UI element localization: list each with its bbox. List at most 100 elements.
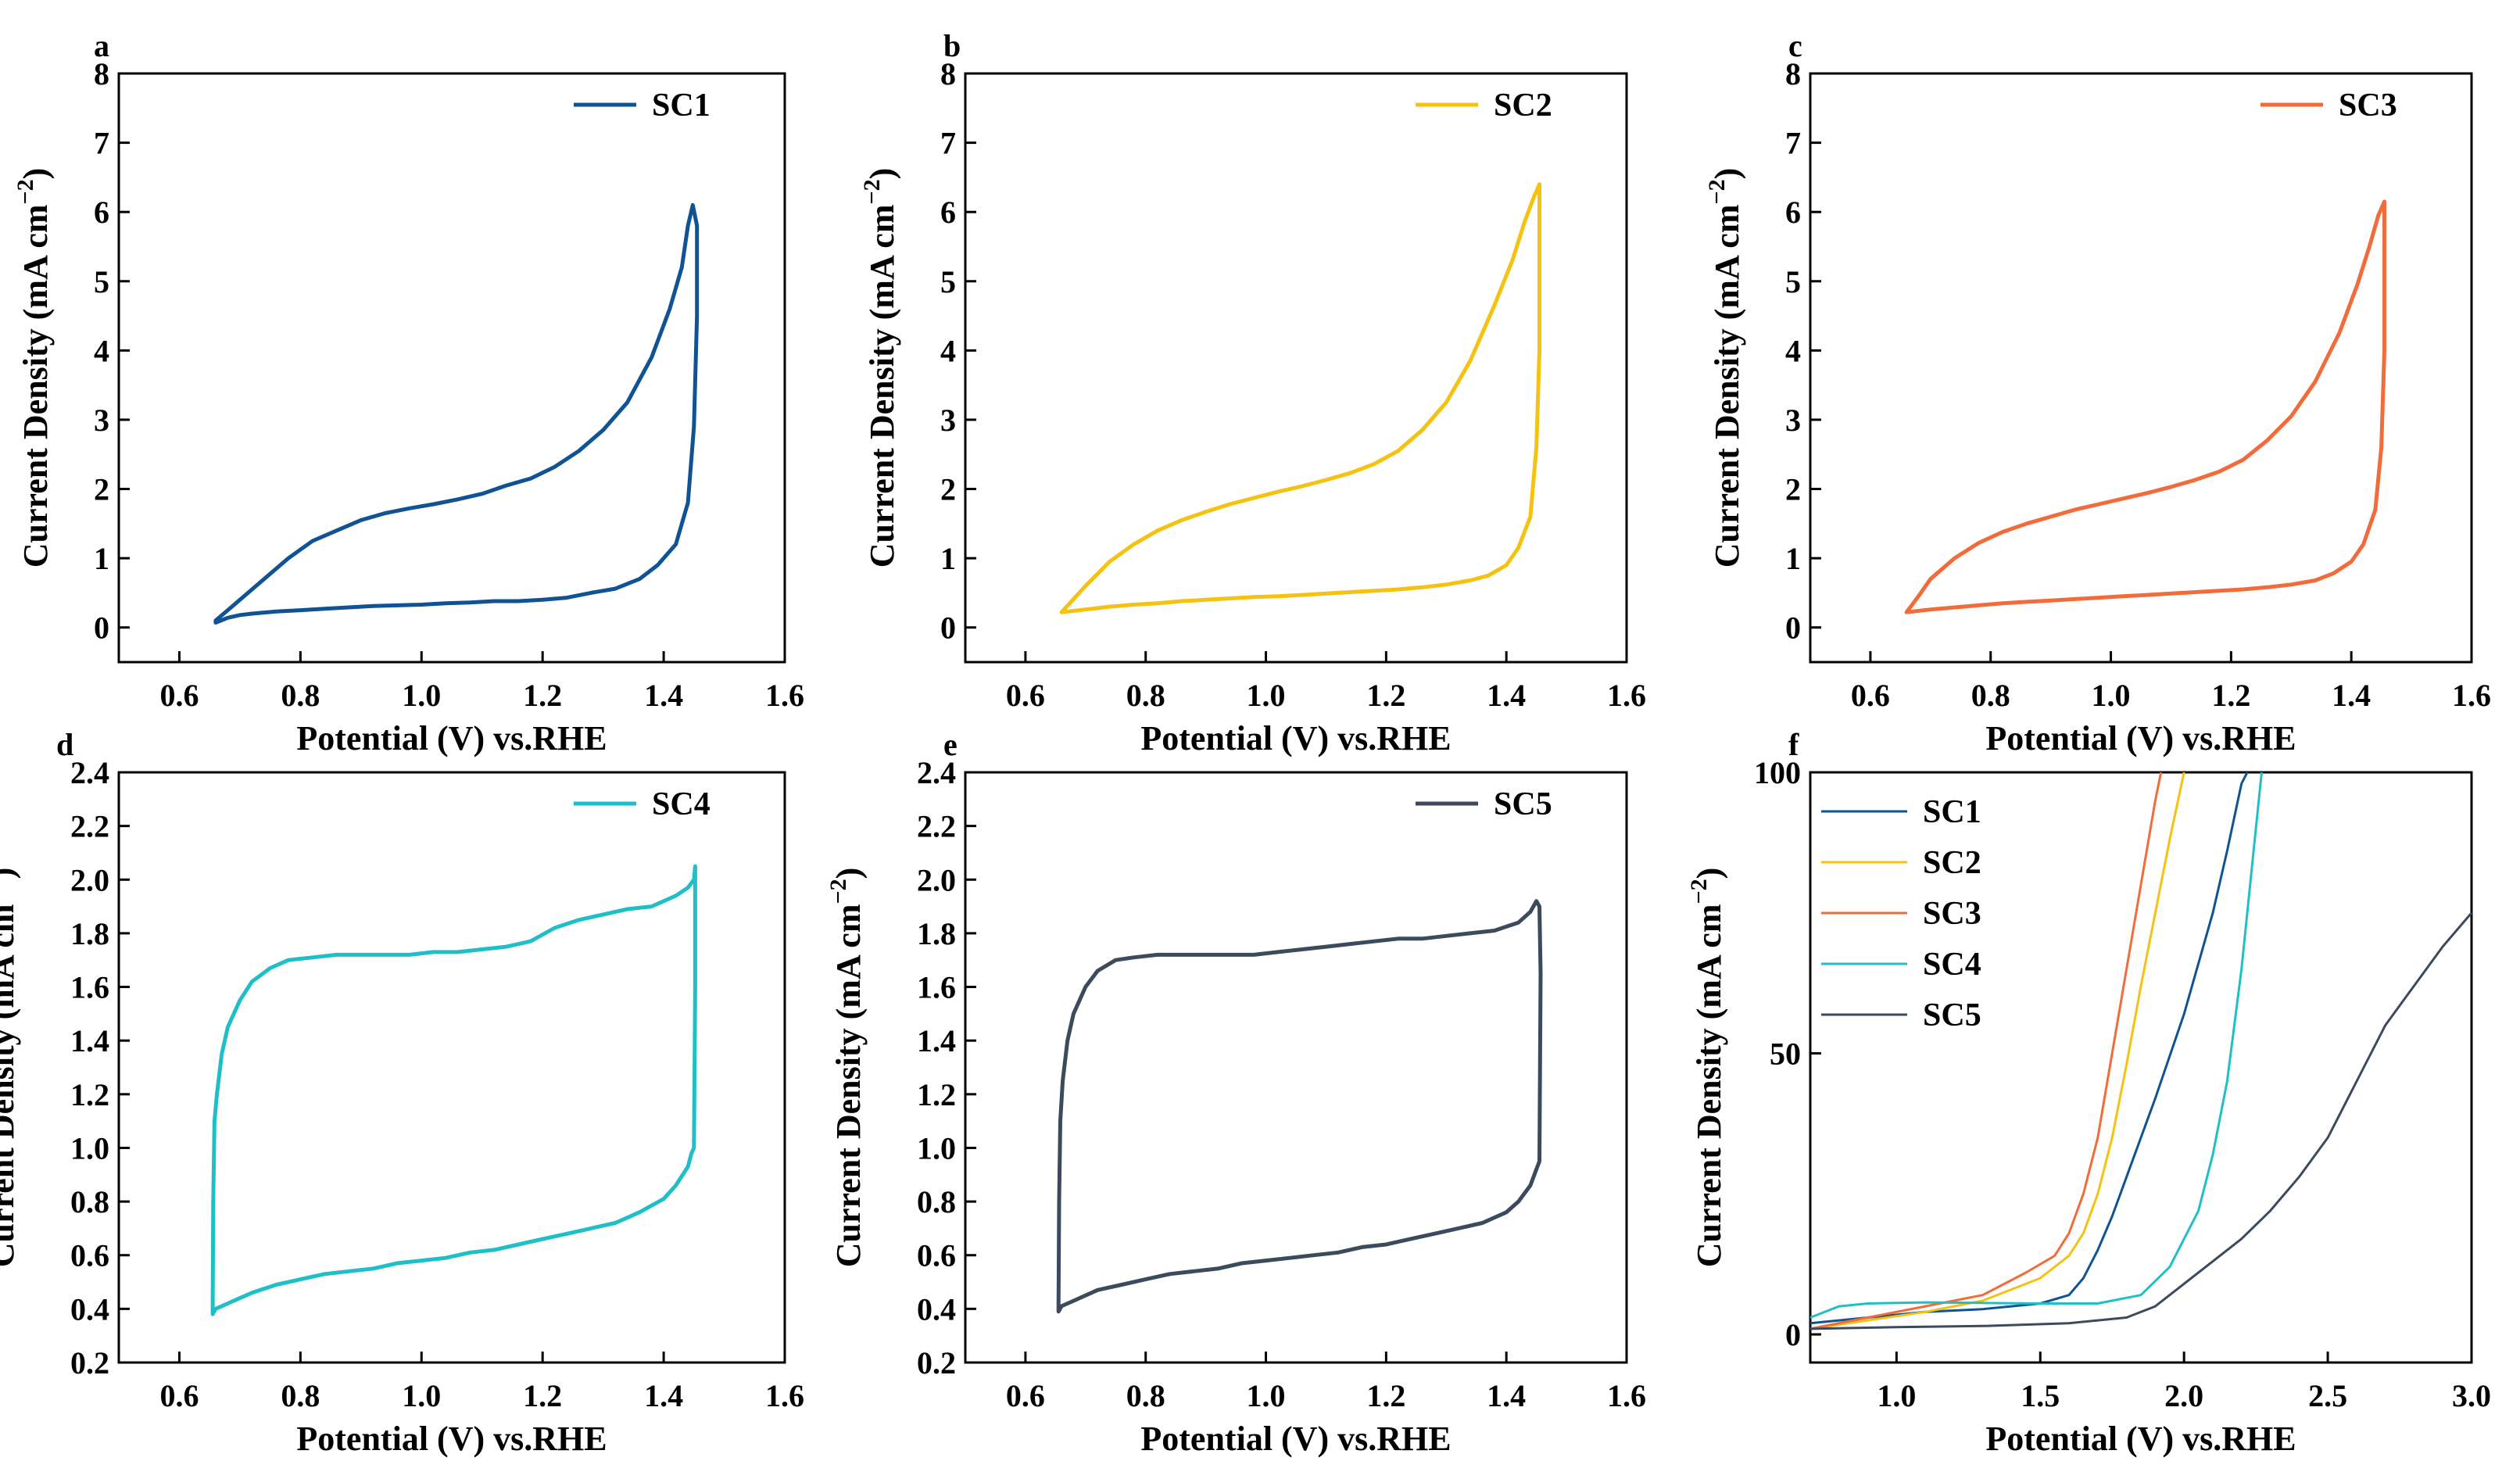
x-tick-label: 1.2 (1366, 678, 1405, 713)
x-tick-label: 1.4 (1487, 1378, 1526, 1413)
y-tick-label: 2 (94, 472, 109, 507)
chart-panel-a: a 0.6 0.8 1.0 1.2 1.4 1.6 0 1 2 3 4 5 6 7 8 Potential (V… (13, 28, 804, 757)
x-axis-label: Potential (V) vs.RHE (1985, 719, 2296, 757)
plot-frame (964, 72, 1628, 664)
series-line-sc3 (1809, 772, 2163, 1330)
y-tick-label: 2.2 (917, 809, 956, 844)
y-tick-label: 1.6 (70, 970, 109, 1005)
y-tick-label: 2.0 (70, 862, 109, 897)
y-tick-label: 8 (1785, 56, 1801, 91)
x-tick-label: 1.2 (1366, 1378, 1405, 1413)
x-tick-label: 1.2 (523, 1378, 562, 1413)
x-tick-label: 2.5 (2308, 1378, 2347, 1413)
panel-label: e (943, 727, 958, 762)
x-tick-label: 0.6 (1851, 678, 1890, 713)
series-line-sc1 (1809, 772, 2249, 1325)
legend-label: SC1 (652, 88, 711, 124)
legend-label: SC1 (1923, 794, 1981, 830)
y-axis-label-exponent: −2 (1704, 179, 1730, 204)
y-tick-label: 7 (1785, 126, 1801, 161)
x-tick-label: 0.8 (1971, 678, 2010, 713)
y-tick-label: 0.8 (70, 1184, 109, 1219)
plot-frame (964, 771, 1628, 1364)
y-tick-label: 0 (1785, 611, 1801, 646)
x-axis-label: Potential (V) vs.RHE (296, 1420, 607, 1458)
y-tick-label: 2.4 (70, 755, 109, 790)
y-axis-label: Current Density (mA cm−2) (13, 168, 55, 568)
y-tick-label: 5 (940, 264, 956, 299)
y-tick-label: 0.8 (917, 1184, 956, 1219)
x-tick-label: 1.6 (1607, 678, 1646, 713)
y-tick-label: 4 (940, 333, 956, 368)
series-line-sc4 (210, 864, 697, 1316)
y-tick-label: 1 (1785, 541, 1801, 576)
x-tick-label: 3.0 (2452, 1378, 2491, 1413)
panel-label: a (94, 28, 109, 63)
x-axis-label: Potential (V) vs.RHE (1140, 1420, 1451, 1458)
y-tick-label: 7 (940, 126, 956, 161)
y-tick-label: 1.8 (70, 916, 109, 951)
y-tick-label: 1.4 (917, 1023, 956, 1058)
x-tick-label: 1.2 (523, 678, 562, 713)
legend-label: SC5 (1923, 997, 1981, 1033)
y-tick-label: 0.6 (70, 1238, 109, 1273)
y-tick-label: 1.0 (70, 1130, 109, 1166)
x-tick-label: 1.4 (1487, 678, 1526, 713)
x-tick-label: 1.6 (2452, 678, 2491, 713)
y-tick-label: 6 (940, 195, 956, 230)
legend-label: SC3 (1923, 896, 1981, 932)
y-tick-label: 5 (1785, 264, 1801, 299)
y-axis-label-main: Current Density (mA cm (829, 904, 868, 1267)
y-tick-label: 4 (1785, 333, 1801, 368)
series-line-sc3 (1904, 199, 2386, 614)
y-tick-label: 5 (94, 264, 109, 299)
y-axis-label-close: ) (863, 168, 901, 180)
plot-frame (1809, 771, 2473, 1364)
y-tick-label: 100 (1754, 755, 1801, 790)
y-tick-label: 2 (1785, 472, 1801, 507)
y-axis-label-main: Current Density (mA cm (863, 204, 901, 568)
y-tick-label: 0.4 (70, 1291, 109, 1327)
y-tick-label: 50 (1770, 1037, 1801, 1072)
y-axis-label-close: ) (0, 868, 21, 879)
x-tick-label: 0.6 (159, 678, 199, 713)
y-tick-label: 2.4 (917, 755, 956, 790)
x-tick-label: 2.0 (2164, 1378, 2203, 1413)
x-tick-label: 1.4 (644, 1378, 683, 1413)
chart-panel-e: e 0.6 0.8 1.0 1.2 1.4 1.6 0.2 0.4 0.6 0.8 1.0 1.2 1.4… (825, 727, 1646, 1458)
x-tick-label: 1.0 (1247, 1378, 1286, 1413)
y-tick-label: 0 (1785, 1317, 1801, 1352)
y-axis-label-main: Current Density (mA cm (0, 904, 21, 1267)
series-line-sc1 (213, 202, 700, 625)
y-tick-label: 1.6 (917, 970, 956, 1005)
y-tick-label: 0.2 (917, 1345, 956, 1380)
y-axis-label-close: ) (1690, 868, 1728, 879)
x-tick-label: 0.8 (281, 678, 320, 713)
x-tick-label: 0.8 (281, 1378, 320, 1413)
x-tick-label: 1.4 (644, 678, 683, 713)
x-tick-label: 1.0 (1247, 678, 1286, 713)
x-tick-label: 0.8 (1126, 1378, 1165, 1413)
y-tick-label: 0.2 (70, 1345, 109, 1380)
y-tick-label: 2 (940, 472, 956, 507)
y-tick-label: 3 (940, 403, 956, 438)
series-line-sc2 (1809, 772, 2185, 1330)
x-axis-label: Potential (V) vs.RHE (1985, 1420, 2296, 1458)
y-axis-label: Current Density (mA cm−2) (0, 868, 21, 1268)
y-axis-label: Current Density (mA cm−2) (1704, 168, 1746, 568)
plot-frame (117, 72, 786, 664)
y-tick-label: 2.2 (70, 809, 109, 844)
y-tick-label: 3 (94, 403, 109, 438)
y-tick-label: 7 (94, 126, 109, 161)
x-tick-label: 1.0 (402, 1378, 441, 1413)
y-tick-label: 0 (94, 611, 109, 646)
y-tick-label: 1.8 (917, 916, 956, 951)
y-axis-label-close: ) (829, 868, 868, 879)
legend-label: SC3 (2339, 88, 2397, 124)
x-tick-label: 1.4 (2332, 678, 2371, 713)
y-axis-label: Current Density (mA cm−2) (859, 168, 901, 568)
y-tick-label: 3 (1785, 403, 1801, 438)
y-tick-label: 2.0 (917, 862, 956, 897)
y-tick-label: 0 (940, 611, 956, 646)
